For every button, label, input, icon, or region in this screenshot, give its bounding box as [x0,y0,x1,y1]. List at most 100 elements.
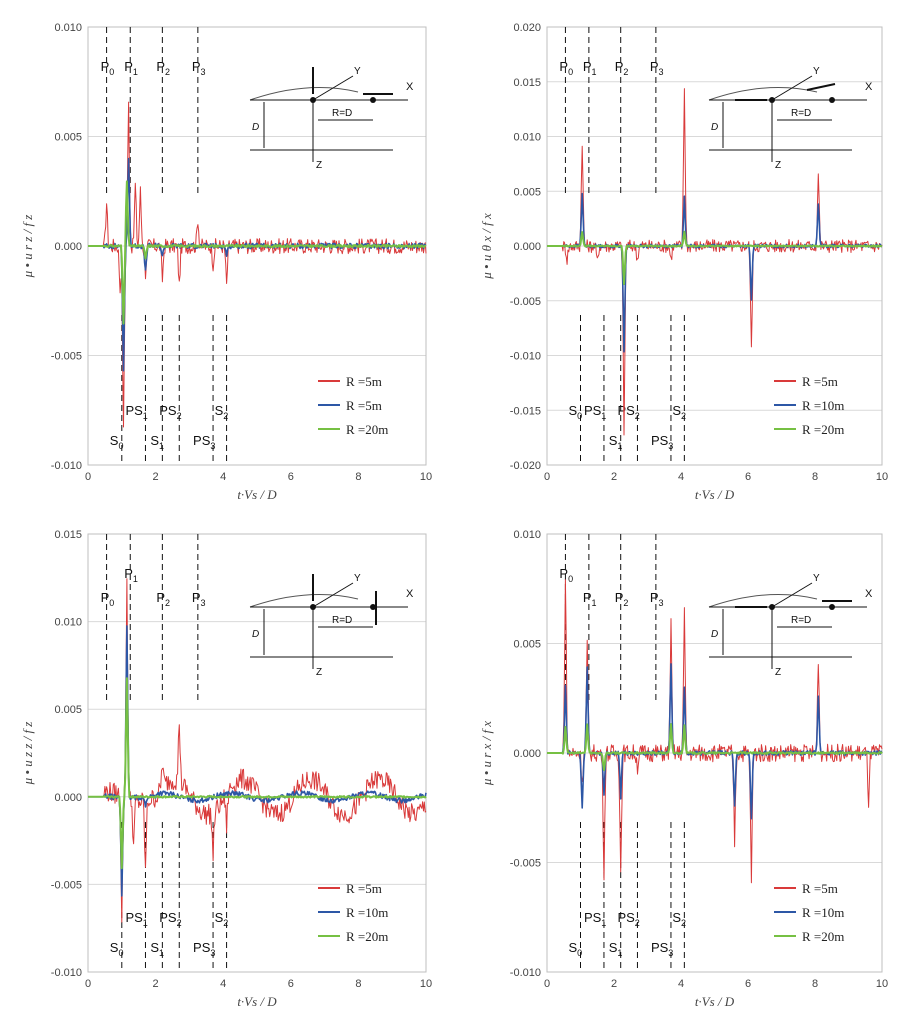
wave-label: P0 [559,59,573,77]
y-tick-label: 0.000 [54,792,82,804]
wave-label: P3 [650,590,664,608]
series-line-2 [546,192,883,353]
legend-entry: R =5m [802,881,838,896]
plot-frame [87,533,427,973]
y-tick-label: -0.010 [51,967,82,979]
x-axis-label: t·Vs / D [695,994,735,1009]
inset-z-label: Z [316,667,322,678]
inset-distance-label: R=D [332,615,352,626]
legend-entry: R =10m [802,398,844,413]
x-tick-label: 6 [745,978,751,990]
inset-source-point [310,604,316,610]
wave-label: PS2 [159,403,181,421]
wave-label: PS1 [125,403,147,421]
inset-x-label: X [406,588,414,600]
legend-entry: R =5m [346,881,382,896]
wave-label: P1 [124,566,138,584]
x-tick-label: 2 [153,978,159,990]
inset-surface-curve [249,594,359,608]
wave-label: P2 [615,590,629,608]
y-tick-label: 0.010 [513,132,541,144]
inset-receiver-point [829,604,835,610]
x-axis-label: t·Vs / D [237,994,277,1009]
x-tick-label: 2 [153,471,159,483]
y-tick-label: 0.000 [513,748,541,760]
y-tick-label: -0.010 [510,351,541,363]
x-tick-label: 0 [544,978,550,990]
inset-x-label: X [865,81,873,93]
x-tick-label: 2 [611,471,617,483]
inset-distance-label: R=D [791,615,811,626]
wave-label: P0 [559,566,573,584]
y-axis-label: μ • u θ x / f x [479,213,494,280]
wave-label: P0 [101,59,115,77]
wave-label: P2 [615,59,629,77]
y-tick-label: 0.015 [54,529,82,541]
y-tick-label: 0.005 [513,186,541,198]
inset-y-axis [312,582,354,608]
x-axis-label: t·Vs / D [695,487,735,502]
series-line-3 [87,677,427,870]
inset-receiver-point [370,97,376,103]
inset-depth-label: D [711,122,718,133]
inset-surface-curve [708,87,818,101]
y-tick-label: 0.015 [513,77,541,89]
x-tick-label: 8 [355,471,361,483]
x-tick-label: 4 [678,978,684,990]
wave-label: PS1 [584,403,606,421]
y-tick-label: 0.005 [54,132,82,144]
inset-depth-label: D [252,122,259,133]
y-tick-label: -0.015 [510,405,541,417]
legend-entry: R =5m [346,374,382,389]
wave-label: P1 [583,590,597,608]
series-line-3 [546,230,883,286]
y-axis-label: μ • u r z / f z [20,215,35,279]
wave-label: PS2 [159,910,181,928]
x-tick-label: 8 [812,471,818,483]
x-tick-label: 0 [85,978,91,990]
wave-label: PS3 [651,940,673,958]
y-axis-label: μ • u z z / f z [20,722,35,786]
inset-distance-label: R=D [332,108,352,119]
wave-label: P3 [192,590,206,608]
inset-z-label: Z [775,160,781,171]
series-line-1 [88,578,427,923]
x-tick-label: 8 [355,978,361,990]
wave-label: P1 [124,59,138,77]
legend-entry: R =10m [346,905,388,920]
x-tick-label: 6 [288,978,294,990]
legend-entry: R =10m [802,905,844,920]
legend-entry: R =20m [802,929,844,944]
inset-y-label: Y [813,573,820,584]
y-tick-label: 0.005 [513,639,541,651]
x-tick-label: 4 [678,471,684,483]
wave-label: PS3 [651,433,673,451]
inset-distance-label: R=D [791,108,811,119]
inset-y-axis [771,582,813,608]
inset-x-label: X [406,81,414,93]
x-tick-label: 2 [611,978,617,990]
legend-entry: R =5m [802,374,838,389]
y-tick-label: -0.005 [51,879,82,891]
x-tick-label: 10 [420,978,432,990]
y-tick-label: -0.005 [510,858,541,870]
y-tick-label: 0.000 [54,241,82,253]
inset-diagram: Y X Z D R=D [249,66,414,171]
wave-label: P2 [156,590,170,608]
wave-label: P3 [192,59,206,77]
y-tick-label: -0.020 [510,460,541,472]
y-tick-label: -0.005 [510,296,541,308]
inset-z-label: Z [316,160,322,171]
wave-label: PS3 [193,940,215,958]
inset-receiver-point [370,604,376,610]
inset-surface-curve [708,594,818,608]
inset-surface-curve [249,87,359,101]
inset-source-point [769,604,775,610]
chart-panel-2: 0.020 0.015 0.010 0.005 0.000 -0.005 -0.010 -0.… [479,22,888,502]
series-line-3 [546,723,883,772]
wave-label: PS1 [125,910,147,928]
x-tick-label: 0 [85,471,91,483]
x-tick-label: 0 [544,471,550,483]
inset-x-label: X [865,588,873,600]
